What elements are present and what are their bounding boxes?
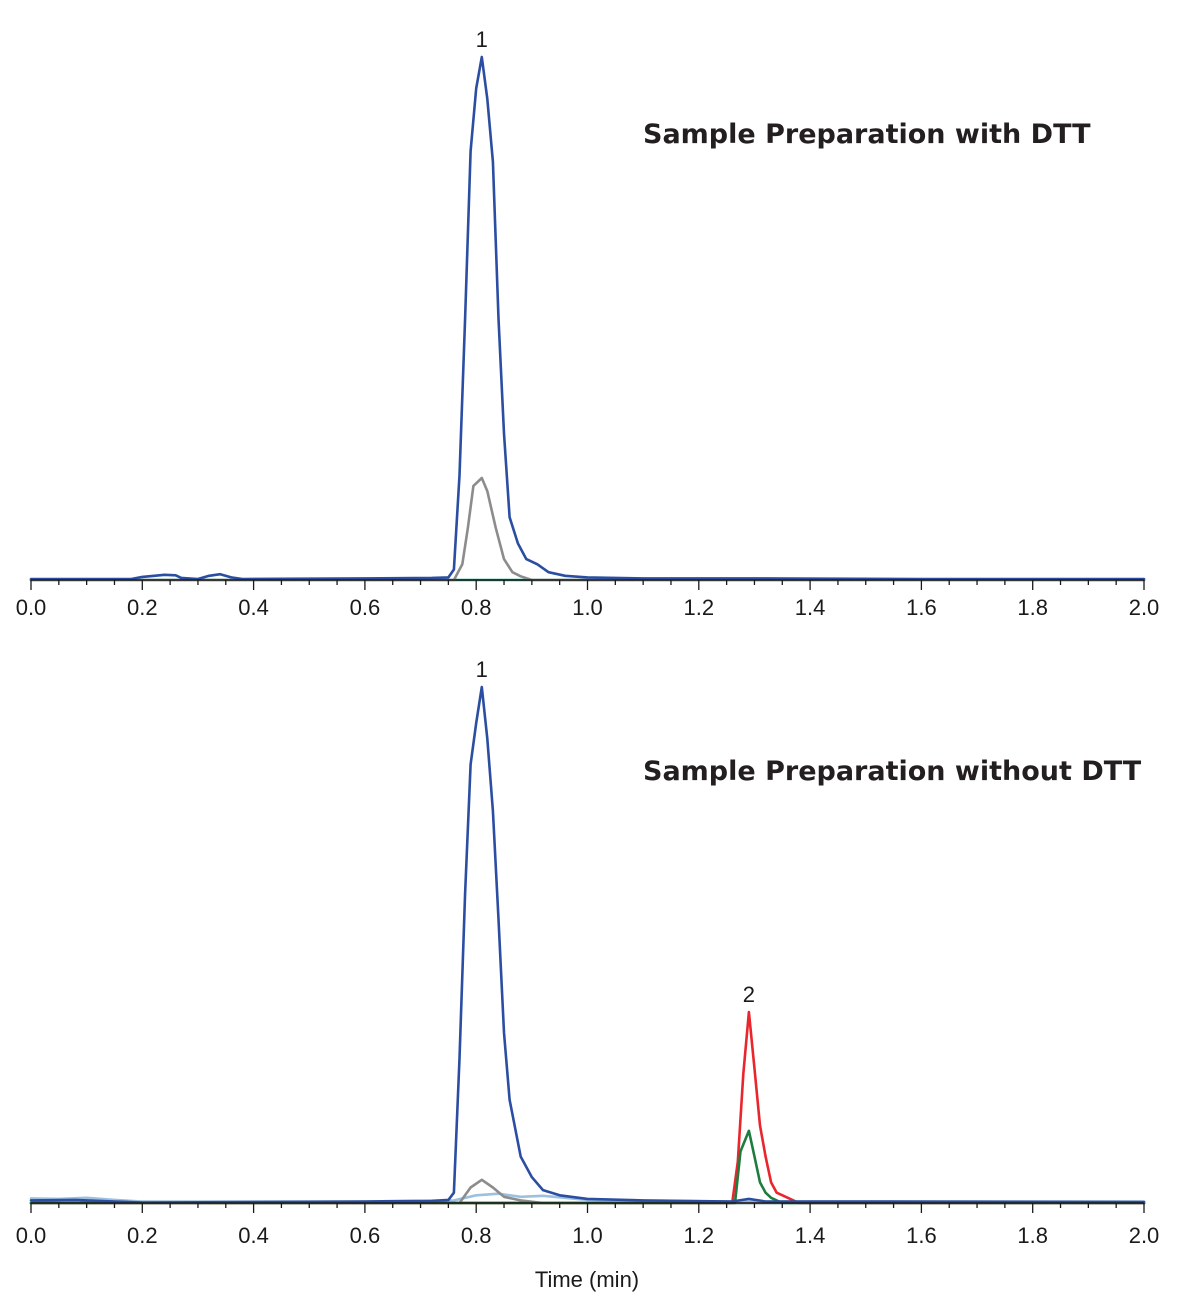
peak-label: 1 [476,657,488,682]
x-tick-label: 1.2 [684,595,715,620]
x-tick-label: 0.0 [16,1223,47,1248]
x-tick-label: 1.8 [1017,595,1048,620]
series-line-1 [29,476,1146,582]
x-tick-label: 0.8 [461,1223,492,1248]
x-tick-label: 1.6 [906,595,937,620]
x-tick-label: 1.2 [684,1223,715,1248]
x-axis-title: Time (min) [535,1267,639,1292]
x-tick-label: 0.2 [127,1223,158,1248]
x-tick-label: 1.6 [906,1223,937,1248]
panel-without-dtt: Sample Preparation without DTT Time (min… [16,657,1160,1292]
series-line-4 [29,1129,1146,1205]
x-tick-label: 1.4 [795,595,826,620]
x-tick-label: 0.0 [16,595,47,620]
x-tick-label: 0.2 [127,595,158,620]
peak-label: 2 [743,982,755,1007]
x-tick-label: 0.8 [461,595,492,620]
series-line-2 [29,55,1146,581]
x-tick-label: 1.0 [572,1223,603,1248]
panel-with-dtt: Sample Preparation with DTT 0.0 0.2 0.4 0.6… [16,27,1160,620]
x-tick-label: 1.0 [572,595,603,620]
x-tick-label: 0.4 [238,595,269,620]
x-tick-label: 2.0 [1129,1223,1160,1248]
x-tick-label: 0.6 [350,595,381,620]
series-line-3 [29,1010,1146,1205]
panel-title: Sample Preparation without DTT [643,756,1142,787]
peak-label: 1 [476,27,488,52]
x-tick-label: 2.0 [1129,595,1160,620]
x-tick-label: 1.4 [795,1223,826,1248]
series-line-5 [29,685,1146,1204]
panel-title: Sample Preparation with DTT [643,119,1091,150]
x-tick-label: 1.8 [1017,1223,1048,1248]
x-tick-label: 0.4 [238,1223,269,1248]
x-tick-label: 0.6 [350,1223,381,1248]
